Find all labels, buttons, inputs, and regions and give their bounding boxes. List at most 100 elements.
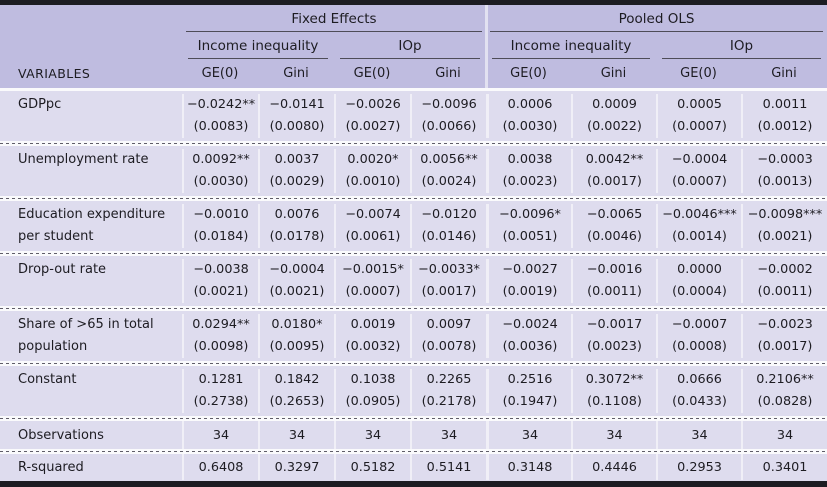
coef-value: −0.0096* bbox=[499, 207, 561, 222]
coef-value: 0.1038 bbox=[350, 372, 396, 387]
coef-value: 0.2516 bbox=[507, 372, 553, 387]
se-value: (0.0024) bbox=[421, 174, 477, 189]
se-value: (0.0433) bbox=[672, 394, 727, 409]
coef-value: −0.0141 bbox=[269, 97, 325, 112]
se-value: (0.0022) bbox=[587, 119, 642, 134]
se-value: (0.0083) bbox=[193, 119, 249, 134]
header-rule bbox=[188, 58, 328, 59]
coef-value: −0.0074 bbox=[345, 207, 401, 222]
data-cell: −0.0024 (0.0036) bbox=[486, 314, 571, 358]
row-label: R-squared bbox=[18, 459, 84, 475]
data-cell: −0.0120 (0.0146) bbox=[410, 204, 486, 248]
data-cell: 0.2516 (0.1947) bbox=[486, 369, 571, 413]
data-cell: 34 bbox=[334, 421, 410, 449]
se-value: (0.1108) bbox=[587, 394, 642, 409]
data-cell: −0.0141 (0.0080) bbox=[258, 94, 334, 138]
coef-value: 0.0009 bbox=[592, 97, 637, 112]
header-spacer bbox=[0, 32, 182, 59]
coef-value: −0.0003 bbox=[757, 152, 813, 167]
header-rule bbox=[186, 31, 482, 32]
subgroup-header: Income inequality bbox=[197, 38, 319, 54]
data-cell: 34 bbox=[486, 421, 571, 449]
coef-value: −0.0010 bbox=[193, 207, 249, 222]
se-value: (0.0017) bbox=[757, 339, 813, 354]
se-value: (0.0078) bbox=[421, 339, 477, 354]
subgroup-iop-fe: IOp bbox=[334, 32, 486, 59]
coef-value: −0.0120 bbox=[421, 207, 477, 222]
data-cell: 34 bbox=[182, 421, 258, 449]
coef-value: −0.0033* bbox=[418, 262, 480, 277]
coef-value: 0.2265 bbox=[426, 372, 472, 387]
se-value: (0.0080) bbox=[269, 119, 325, 134]
data-cell: 0.0042** (0.0017) bbox=[571, 149, 656, 193]
coef-value: −0.0038 bbox=[193, 262, 249, 277]
coef-value: −0.0065 bbox=[586, 207, 643, 222]
data-cell: −0.0016 (0.0011) bbox=[571, 259, 656, 303]
coef-value: 0.0097 bbox=[426, 317, 472, 332]
se-value: (0.0061) bbox=[345, 229, 401, 244]
se-value: (0.0905) bbox=[345, 394, 401, 409]
coef-value: 0.0038 bbox=[507, 152, 553, 167]
coef-value: 0.1281 bbox=[198, 372, 244, 387]
data-cell: 34 bbox=[571, 421, 656, 449]
coef-value: 0.2106** bbox=[756, 372, 814, 387]
se-value: (0.0008) bbox=[672, 339, 727, 354]
data-cell: 0.0019 (0.0032) bbox=[334, 314, 410, 358]
se-value: (0.0011) bbox=[757, 284, 813, 299]
coef-value: −0.0027 bbox=[502, 262, 558, 277]
row-separator bbox=[0, 416, 827, 421]
table-header: Fixed Effects Pooled OLS Income inequali… bbox=[0, 5, 827, 88]
se-value: (0.0004) bbox=[672, 284, 727, 299]
se-value: (0.0146) bbox=[421, 229, 477, 244]
data-cell: −0.0098*** (0.0021) bbox=[741, 204, 827, 248]
data-cell: 0.1038 (0.0905) bbox=[334, 369, 410, 413]
data-cell: 0.0666 (0.0433) bbox=[656, 369, 741, 413]
data-cell: −0.0026 (0.0027) bbox=[334, 94, 410, 138]
se-value: (0.0027) bbox=[345, 119, 401, 134]
header-rule bbox=[492, 58, 650, 59]
se-value: (0.0017) bbox=[421, 284, 477, 299]
se-value: (0.0007) bbox=[672, 174, 727, 189]
data-cell: 0.3148 bbox=[486, 454, 571, 480]
coef-value: 0.1842 bbox=[274, 372, 320, 387]
group-header: Fixed Effects bbox=[291, 11, 377, 27]
se-value: (0.0032) bbox=[345, 339, 401, 354]
table-row-education-expenditure: Education expenditure per student −0.001… bbox=[0, 201, 827, 251]
data-cell: 0.0037 (0.0029) bbox=[258, 149, 334, 193]
row-label: Education expenditure per student bbox=[18, 207, 166, 244]
subgroup-income-inequality-fe: Income inequality bbox=[182, 32, 334, 59]
coef-value: 0.0020* bbox=[347, 152, 399, 167]
se-value: (0.1947) bbox=[502, 394, 558, 409]
data-cell: 34 bbox=[741, 421, 827, 449]
data-cell: −0.0096 (0.0066) bbox=[410, 94, 486, 138]
column-group-pooled-ols: Pooled OLS bbox=[486, 5, 827, 32]
data-cell: −0.0002 (0.0011) bbox=[741, 259, 827, 303]
se-value: (0.2653) bbox=[269, 394, 325, 409]
coef-value: 0.0042** bbox=[585, 152, 644, 167]
se-value: (0.0021) bbox=[269, 284, 325, 299]
data-cell: −0.0007 (0.0008) bbox=[656, 314, 741, 358]
data-cell: 0.1842 (0.2653) bbox=[258, 369, 334, 413]
column-header: Gini bbox=[435, 66, 461, 81]
data-cell: −0.0003 (0.0013) bbox=[741, 149, 827, 193]
data-cell: 0.0006 (0.0030) bbox=[486, 94, 571, 138]
header-rule bbox=[340, 58, 480, 59]
data-cell: 0.2265 (0.2178) bbox=[410, 369, 486, 413]
coef-value: −0.0016 bbox=[586, 262, 643, 277]
data-cell: 0.0020* (0.0010) bbox=[334, 149, 410, 193]
row-label: Share of >65 in total population bbox=[18, 317, 154, 354]
column-header: GE(0) bbox=[353, 66, 391, 81]
se-value: (0.2738) bbox=[193, 394, 249, 409]
coef-value: 0.0011 bbox=[762, 97, 808, 112]
table-row-observations: Observations 34 34 34 34 34 34 34 34 bbox=[0, 421, 827, 449]
se-value: (0.0023) bbox=[502, 174, 558, 189]
row-label: Drop-out rate bbox=[18, 262, 107, 277]
data-cell: −0.0004 (0.0021) bbox=[258, 259, 334, 303]
coef-value: 0.0092** bbox=[192, 152, 250, 167]
se-value: (0.0012) bbox=[757, 119, 813, 134]
coef-value: −0.0023 bbox=[757, 317, 813, 332]
header-rule bbox=[490, 31, 823, 32]
data-cell: 0.3401 bbox=[741, 454, 827, 480]
data-cell: 0.3072** (0.1108) bbox=[571, 369, 656, 413]
